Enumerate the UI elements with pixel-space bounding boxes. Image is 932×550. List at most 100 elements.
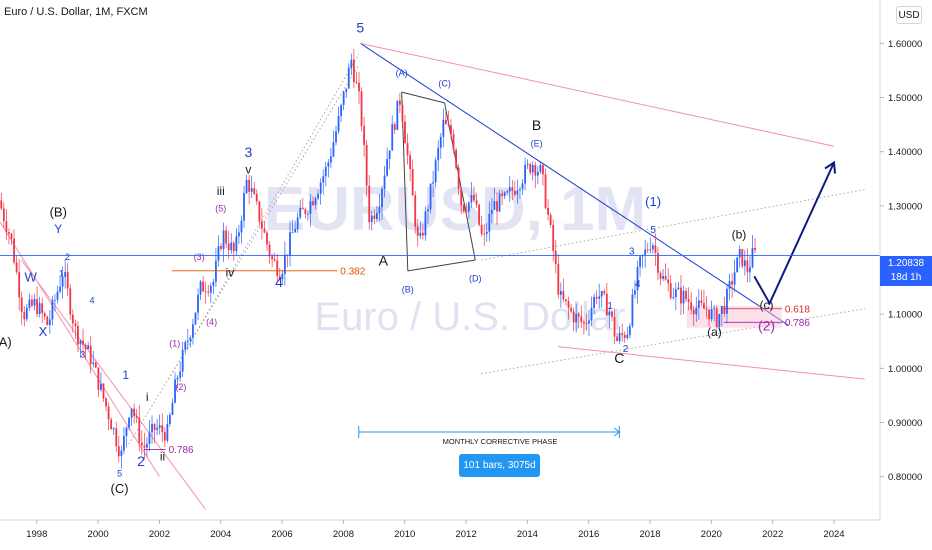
candle-body xyxy=(289,232,291,257)
candle-body xyxy=(503,192,506,197)
candle-body xyxy=(577,313,580,317)
candle-body xyxy=(176,377,179,380)
candle-body xyxy=(209,285,212,293)
phase-label: MONTHLY CORRECTIVE PHASE xyxy=(443,437,558,446)
candle-body xyxy=(572,311,575,323)
candle-body xyxy=(41,303,44,314)
candle-body xyxy=(115,428,118,447)
trend-line xyxy=(401,91,445,104)
candle-body xyxy=(672,297,675,299)
x-tick-label: 2006 xyxy=(272,529,293,540)
candle-body xyxy=(411,169,414,196)
candle-body xyxy=(215,260,217,282)
time-axis[interactable]: 1998 2000 2002 2004 2006 2008 2010 2012 2014 2016… xyxy=(26,520,845,540)
candle-body xyxy=(227,243,230,251)
candle-body xyxy=(92,362,95,365)
candle-body xyxy=(493,201,496,210)
trend-line xyxy=(557,346,865,380)
wave-label: ii xyxy=(160,449,165,463)
candle-body xyxy=(378,207,381,213)
candle-body xyxy=(148,432,151,444)
candle-body xyxy=(5,221,8,233)
candle-body xyxy=(322,176,325,183)
candle-body xyxy=(669,283,672,299)
candle-body xyxy=(432,182,435,184)
candle-body xyxy=(393,124,396,130)
candle-body xyxy=(373,215,376,219)
candle-body xyxy=(281,273,284,280)
candle-body xyxy=(524,165,526,184)
candle-body xyxy=(720,305,723,314)
candle-body xyxy=(261,221,263,229)
candle-body xyxy=(43,313,46,317)
candle-body xyxy=(383,175,386,189)
candle-body xyxy=(194,312,197,325)
candle-body xyxy=(478,204,480,225)
candle-body xyxy=(25,307,28,320)
candle-body xyxy=(342,91,345,105)
x-tick-label: 2002 xyxy=(149,529,170,540)
candle-body xyxy=(268,244,271,257)
y-tick-label: 1.50000 xyxy=(888,93,922,104)
candle-body xyxy=(324,166,327,177)
candle-body xyxy=(664,275,667,280)
candle-body xyxy=(97,367,100,390)
candle-body xyxy=(340,104,343,116)
x-tick-label: 2010 xyxy=(394,529,415,540)
wave-label: (B) xyxy=(50,205,67,220)
candle-body xyxy=(588,320,590,324)
currency-button[interactable]: USD xyxy=(896,6,922,24)
candle-body xyxy=(731,281,733,285)
candle-body xyxy=(677,287,680,290)
projection-path[interactable] xyxy=(753,160,837,306)
wave-label: iii xyxy=(217,184,225,198)
candle-body xyxy=(631,294,634,326)
candle-body xyxy=(437,147,440,161)
candle-body xyxy=(153,424,156,430)
candle-body xyxy=(69,288,72,315)
wave-label: 3 xyxy=(244,144,252,160)
phase-range[interactable] xyxy=(358,426,621,438)
candle-body xyxy=(526,164,529,166)
candle-body xyxy=(549,214,552,225)
phase-measure-box[interactable]: 101 bars, 3075d xyxy=(459,454,540,477)
candle-body xyxy=(368,185,371,223)
candle-body xyxy=(179,371,182,378)
candle-body xyxy=(358,82,360,92)
candle-body xyxy=(623,334,626,339)
candle-body xyxy=(301,207,304,210)
candle-body xyxy=(112,428,115,430)
candle-body xyxy=(657,252,659,273)
candle-body xyxy=(470,195,473,203)
candle-body xyxy=(48,319,51,326)
candle-body xyxy=(439,136,442,148)
candle-body xyxy=(54,299,56,301)
candle-body xyxy=(544,174,547,208)
wave-label: 4 xyxy=(635,279,641,290)
candle-body xyxy=(276,260,279,277)
watermark-symbol: EURUSD, 1M xyxy=(264,175,646,244)
candle-body xyxy=(618,333,621,341)
fib-label: 0.618 xyxy=(785,304,810,315)
wave-label: (3) xyxy=(194,252,205,262)
candle-body xyxy=(138,417,141,443)
fib-levels[interactable]: 0.382 0.786 0.618 0.786 xyxy=(144,266,810,456)
candle-body xyxy=(733,272,736,285)
candle-body xyxy=(404,121,406,144)
candle-body xyxy=(186,341,189,343)
candle-body xyxy=(427,209,429,212)
candle-body xyxy=(192,324,194,338)
y-tick-label: 1.10000 xyxy=(888,310,922,321)
x-tick-label: 2004 xyxy=(210,529,231,540)
candle-body xyxy=(207,292,210,293)
wave-label: C xyxy=(614,350,624,366)
wave-label: iv xyxy=(226,265,235,279)
candle-body xyxy=(8,232,10,234)
candle-body xyxy=(388,150,391,160)
candle-body xyxy=(130,408,133,418)
price-axis[interactable]: 1.600001.500001.400001.300001.200001.100… xyxy=(880,39,922,483)
candle-body xyxy=(600,291,603,297)
candle-body xyxy=(0,200,3,209)
candle-body xyxy=(278,276,281,280)
